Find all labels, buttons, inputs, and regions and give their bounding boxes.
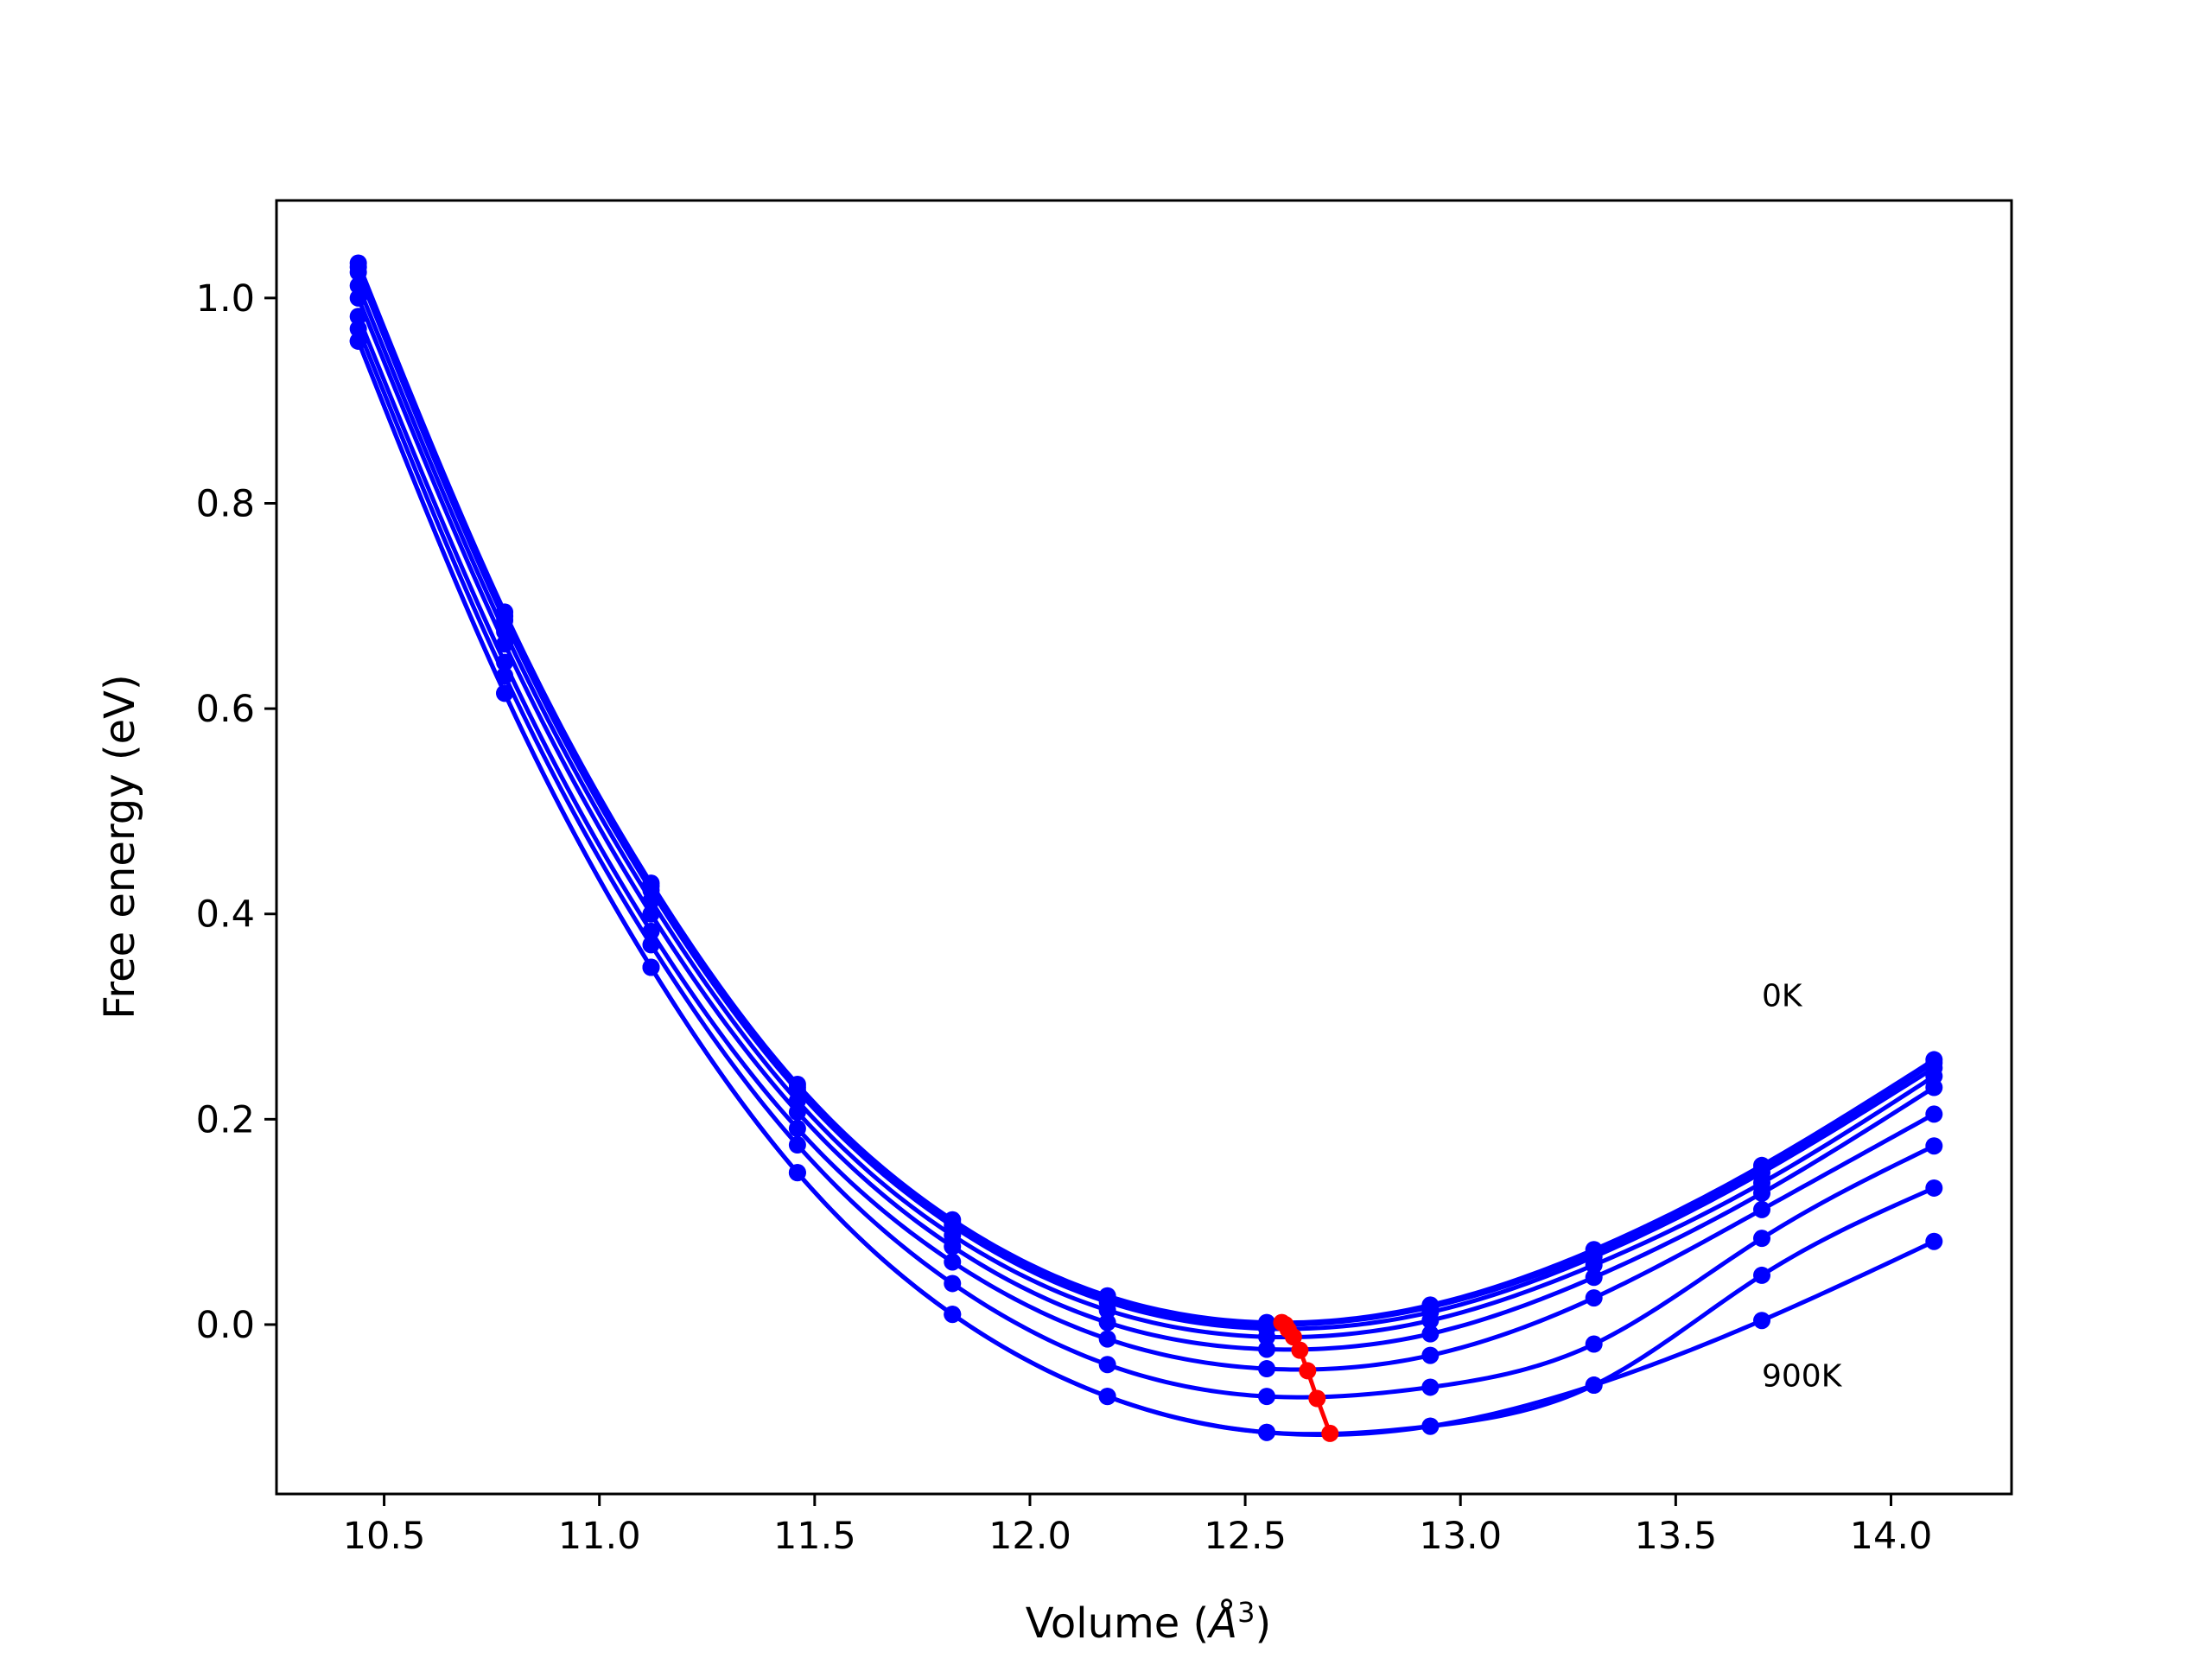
data-point xyxy=(1753,1230,1771,1248)
minima-layer xyxy=(1273,1313,1339,1442)
data-point xyxy=(1585,1256,1603,1274)
data-point xyxy=(1421,1378,1440,1396)
data-point xyxy=(788,1164,806,1182)
plot-frame xyxy=(275,199,2013,1496)
data-point xyxy=(1421,1325,1440,1343)
annotations-layer: 0K 900K xyxy=(1762,979,1843,1395)
data-point xyxy=(1925,1078,1943,1096)
data-point xyxy=(1753,1312,1771,1330)
data-point xyxy=(944,1253,962,1271)
x-tick-label: 10.5 xyxy=(343,1515,426,1558)
x-tick-label: 13.0 xyxy=(1419,1515,1502,1558)
series-line-2 xyxy=(356,271,1936,1332)
x-axis-ticks: 10.5 11.0 11.5 12.0 12.5 13.0 13.5 14.0 xyxy=(343,1494,1933,1558)
data-point xyxy=(1421,1346,1440,1364)
y-axis-label: Free energy (eV) xyxy=(96,674,144,1019)
data-point xyxy=(1585,1268,1603,1287)
y-tick-label: 0.6 xyxy=(196,688,255,731)
x-tick-label: 11.5 xyxy=(773,1515,856,1558)
y-tick-label: 1.0 xyxy=(196,277,255,321)
data-point xyxy=(642,905,660,923)
y-axis-ticks: 0.0 0.2 0.4 0.6 0.8 1.0 xyxy=(196,277,276,1347)
data-point xyxy=(1585,1335,1603,1353)
data-point xyxy=(349,332,367,350)
x-axis-unit: Å xyxy=(1206,1599,1237,1648)
series-line-3 xyxy=(356,284,1936,1340)
x-axis-label: Volume (Å3) xyxy=(1026,1596,1271,1648)
data-point xyxy=(1753,1184,1771,1202)
data-point xyxy=(1925,1232,1943,1250)
minimum-point xyxy=(1291,1341,1309,1359)
data-point xyxy=(496,684,514,702)
data-point xyxy=(1925,1105,1943,1123)
temperature-annotation: 0K xyxy=(1762,979,1803,1014)
data-point xyxy=(944,1274,962,1293)
data-point xyxy=(1753,1266,1771,1284)
data-point xyxy=(1098,1301,1116,1319)
series-line-8 xyxy=(356,340,1936,1438)
data-point xyxy=(1585,1289,1603,1307)
series-line-5 xyxy=(356,315,1936,1372)
data-point xyxy=(1098,1388,1116,1406)
data-point xyxy=(944,1237,962,1255)
minimum-point xyxy=(1321,1424,1339,1442)
y-tick-label: 0.8 xyxy=(196,482,255,525)
series-line-6 xyxy=(356,327,1936,1400)
y-tick-label: 0.2 xyxy=(196,1098,255,1141)
data-point xyxy=(349,320,367,338)
minimum-point xyxy=(1299,1362,1317,1380)
y-tick-label: 0.4 xyxy=(196,893,255,937)
x-tick-label: 12.5 xyxy=(1204,1515,1287,1558)
x-tick-label: 13.5 xyxy=(1634,1515,1717,1558)
data-point xyxy=(642,936,660,954)
data-point xyxy=(944,1306,962,1324)
data-point xyxy=(788,1120,806,1138)
curves-layer xyxy=(349,254,1943,1441)
x-tick-label: 12.0 xyxy=(988,1515,1071,1558)
data-point xyxy=(1585,1376,1603,1395)
data-point xyxy=(349,308,367,326)
data-point xyxy=(788,1103,806,1122)
x-tick-label: 11.0 xyxy=(558,1515,641,1558)
data-point xyxy=(1098,1313,1116,1332)
x-tick-label: 14.0 xyxy=(1850,1515,1933,1558)
data-point xyxy=(1258,1360,1276,1378)
data-point xyxy=(1925,1179,1943,1197)
data-point xyxy=(1258,1328,1276,1346)
data-point xyxy=(1421,1312,1440,1330)
data-point xyxy=(349,289,367,307)
data-point xyxy=(349,276,367,295)
data-point xyxy=(1098,1356,1116,1374)
data-point xyxy=(1258,1423,1276,1441)
data-point xyxy=(1098,1330,1116,1348)
data-point xyxy=(1925,1137,1943,1155)
data-point xyxy=(349,264,367,282)
data-point xyxy=(788,1136,806,1154)
series-line-4 xyxy=(356,296,1936,1352)
x-axis-exponent: 3 xyxy=(1237,1596,1255,1629)
data-point xyxy=(1421,1417,1440,1435)
data-point xyxy=(642,958,660,976)
temperature-annotation: 900K xyxy=(1762,1358,1843,1394)
data-point xyxy=(1753,1200,1771,1218)
data-point xyxy=(1258,1388,1276,1406)
minimum-point xyxy=(1284,1328,1302,1346)
minimum-point xyxy=(1308,1389,1326,1408)
data-point xyxy=(1258,1340,1276,1358)
y-tick-label: 0.0 xyxy=(196,1304,255,1347)
